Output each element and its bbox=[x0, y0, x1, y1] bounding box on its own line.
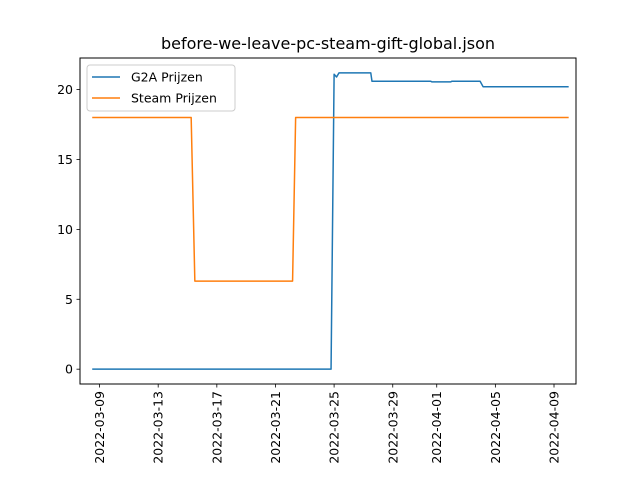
plot-lines bbox=[92, 72, 569, 370]
legend-label-1: Steam Prijzen bbox=[131, 91, 217, 106]
legend: G2A Prijzen Steam Prijzen bbox=[86, 64, 236, 112]
y-axis: 0 5 10 15 20 bbox=[57, 82, 80, 377]
x-tick-label: 2022-03-17 bbox=[209, 391, 224, 464]
x-tick-label: 2022-03-13 bbox=[151, 391, 166, 464]
series-line-1 bbox=[92, 116, 569, 282]
series-line-0 bbox=[92, 72, 569, 370]
x-tick-label: 2022-04-05 bbox=[488, 391, 503, 464]
legend-label-0: G2A Prijzen bbox=[131, 70, 203, 85]
x-axis: 2022-03-09 2022-03-13 2022-03-17 2022-03-21… bbox=[92, 384, 562, 464]
y-tick-label: 20 bbox=[57, 82, 73, 97]
x-tick-label: 2022-03-09 bbox=[92, 391, 107, 464]
y-tick-label: 10 bbox=[57, 222, 73, 237]
y-tick-label: 15 bbox=[57, 152, 73, 167]
chart-title: before-we-leave-pc-steam-gift-global.jso… bbox=[161, 34, 495, 53]
x-tick-label: 2022-03-25 bbox=[327, 391, 342, 464]
plot-frame bbox=[79, 57, 577, 385]
x-tick-label: 2022-04-09 bbox=[547, 391, 562, 464]
y-tick-label: 0 bbox=[65, 362, 73, 377]
legend-box bbox=[86, 64, 236, 112]
x-tick-label: 2022-03-21 bbox=[268, 391, 283, 464]
x-tick-label: 2022-04-01 bbox=[429, 391, 444, 464]
x-tick-label: 2022-03-29 bbox=[385, 391, 400, 464]
y-tick-label: 5 bbox=[65, 292, 73, 307]
